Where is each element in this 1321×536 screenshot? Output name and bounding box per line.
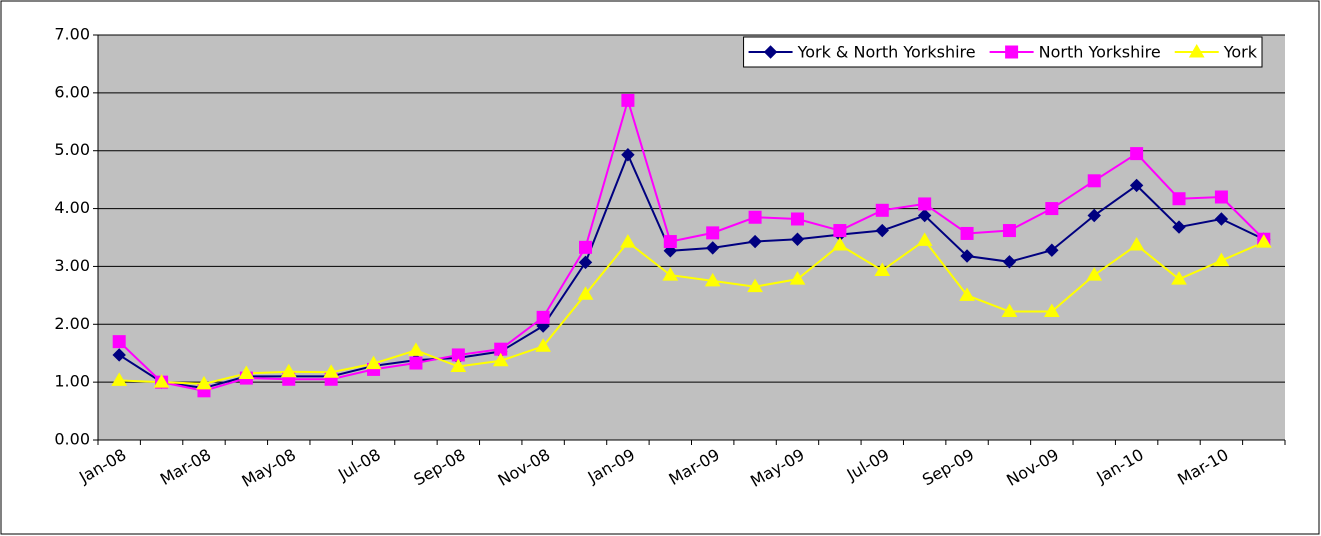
marker [763,45,778,59]
y-tick-label: 4.00 [54,198,90,217]
legend-label: North Yorkshire [1039,43,1161,62]
marker [112,348,126,362]
marker [1171,271,1187,285]
series-line [118,96,1265,392]
marker [1086,267,1103,281]
marker [704,272,721,287]
legend-label: York [1223,43,1258,62]
marker [577,286,594,300]
marker [706,226,720,240]
marker [1129,178,1144,193]
marker [450,358,467,373]
marker [1087,208,1101,223]
marker [1087,174,1101,188]
marker [917,208,932,223]
legend-item: York [1174,43,1258,62]
marker [1213,252,1230,267]
marker [833,224,847,238]
marker [536,310,550,324]
y-tick-label: 5.00 [54,140,90,159]
marker [662,267,679,281]
marker [112,335,126,349]
marker [409,356,423,370]
marker [280,363,297,378]
marker [790,232,805,246]
marker [1043,303,1060,318]
legend-item: North Yorkshire [989,43,1161,62]
marker [875,203,889,217]
series-line [119,239,1265,385]
marker [1005,45,1019,59]
marker [663,235,677,249]
legend-item: York & North Yorkshire [748,43,976,62]
marker [1045,202,1059,216]
marker [323,364,340,378]
marker [365,355,382,370]
marker [916,232,933,246]
marker [408,342,424,356]
marker [492,352,509,367]
y-tick-label: 7.00 [54,25,90,44]
marker [705,241,720,255]
marker [1128,237,1145,251]
marker [621,148,635,162]
marker [1172,220,1186,234]
marker [153,374,170,388]
y-tick-label: 1.00 [54,372,90,391]
marker [832,237,848,251]
series-line [118,152,1265,389]
marker [1172,192,1186,206]
marker [1001,303,1018,318]
legend-label: York & North Yorkshire [797,43,976,62]
marker [621,93,635,107]
marker [578,255,593,270]
marker [960,249,974,263]
y-tick-label: 0.00 [54,430,90,449]
marker [1045,243,1059,257]
marker [535,338,551,352]
marker [620,234,636,248]
marker [875,223,889,238]
marker [1214,212,1229,226]
marker [536,319,550,333]
marker [918,197,932,211]
marker [1130,147,1144,161]
marker [789,271,806,285]
marker [959,287,975,301]
marker [196,375,212,390]
marker [111,372,128,386]
marker [1255,234,1272,248]
marker [579,240,593,254]
y-tick-label: 6.00 [54,82,90,101]
legend: York & North Yorkshire North Yorkshire Yor… [743,36,1263,68]
marker [747,278,763,293]
marker [874,262,891,276]
marker [238,365,255,379]
marker [790,212,804,226]
marker [748,210,762,224]
marker [1002,255,1017,269]
marker [1188,44,1205,58]
marker [1002,224,1016,238]
marker [748,234,762,249]
y-tick-label: 2.00 [54,314,90,333]
y-tick-label: 3.00 [54,256,90,275]
marker [1214,190,1228,204]
marker [960,226,974,240]
